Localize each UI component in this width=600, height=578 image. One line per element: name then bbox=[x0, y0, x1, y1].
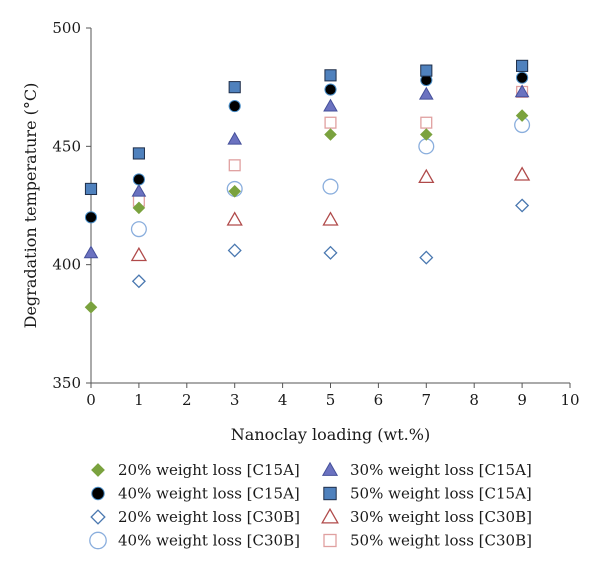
y-tick-label: 500 bbox=[52, 19, 81, 37]
data-point-series-3 bbox=[84, 211, 98, 224]
legend-marker bbox=[321, 461, 339, 476]
data-point-series-2 bbox=[418, 86, 434, 100]
legend-item: 40% weight loss [C30B] bbox=[89, 531, 300, 550]
data-point-series-6 bbox=[418, 168, 435, 184]
data-point-series-5 bbox=[227, 243, 242, 258]
legend-item: 30% weight loss [C30B] bbox=[321, 507, 532, 526]
legend-label: 20% weight loss [C15A] bbox=[118, 461, 300, 479]
data-point-series-6 bbox=[130, 246, 148, 262]
x-tick-label: 0 bbox=[86, 391, 96, 409]
x-tick-label: 1 bbox=[134, 391, 144, 409]
data-point-series-8 bbox=[420, 116, 433, 129]
x-tick-label: 4 bbox=[278, 391, 288, 409]
data-point-series-1 bbox=[228, 185, 241, 198]
data-point-series-4 bbox=[84, 182, 98, 196]
legend-marker bbox=[323, 533, 337, 548]
legend-item: 20% weight loss [C30B] bbox=[90, 508, 300, 526]
data-point-series-1 bbox=[324, 128, 337, 141]
x-tick-label: 2 bbox=[182, 391, 192, 409]
data-point-series-3 bbox=[132, 173, 145, 186]
data-point-series-6 bbox=[322, 211, 339, 226]
legend-item: 50% weight loss [C30B] bbox=[323, 532, 532, 550]
data-point-series-6 bbox=[226, 211, 243, 226]
x-tick-label: 3 bbox=[230, 391, 240, 409]
data-point-series-7 bbox=[418, 138, 435, 155]
legend-label: 30% weight loss [C15A] bbox=[350, 461, 532, 479]
data-point-series-3 bbox=[324, 83, 337, 96]
data-point-series-4 bbox=[516, 59, 529, 72]
data-point-series-3 bbox=[516, 71, 529, 84]
legend-label: 20% weight loss [C30B] bbox=[118, 508, 300, 526]
data-point-series-5 bbox=[515, 198, 530, 213]
tick-labels: 0 1 2 3 4 5 6 7 8 9 10 350 400 450 500 bbox=[52, 19, 579, 409]
legend-marker bbox=[321, 507, 339, 524]
data-point-series-4 bbox=[228, 81, 241, 94]
legend-label: 50% weight loss [C15A] bbox=[350, 485, 532, 503]
legend-marker bbox=[323, 486, 337, 501]
legend-marker bbox=[91, 486, 105, 501]
data-point-series-1 bbox=[420, 128, 433, 141]
x-tick-label: 9 bbox=[517, 391, 527, 409]
data-point-series-3 bbox=[228, 100, 241, 113]
x-tick-label: 6 bbox=[374, 391, 384, 409]
data-point-series-2 bbox=[514, 84, 530, 98]
legend-item: 20% weight loss [C15A] bbox=[91, 461, 300, 479]
legend-label: 40% weight loss [C15A] bbox=[118, 485, 300, 503]
legend-marker bbox=[89, 531, 107, 550]
data-point-series-2 bbox=[323, 98, 338, 112]
data-point-series-5 bbox=[131, 274, 146, 289]
legend-label: 30% weight loss [C30B] bbox=[350, 508, 532, 526]
x-axis-label: Nanoclay loading (wt.%) bbox=[231, 425, 430, 444]
x-tick-label: 5 bbox=[326, 391, 336, 409]
data-point-series-4 bbox=[132, 147, 145, 160]
y-axis-label: Degradation temperature (°C) bbox=[21, 83, 40, 329]
data-point-series-1 bbox=[84, 300, 98, 314]
data-point-series-1 bbox=[515, 109, 529, 122]
legend-label: 40% weight loss [C30B] bbox=[118, 532, 300, 550]
x-tick-label: 7 bbox=[422, 391, 432, 409]
data-point-series-7 bbox=[130, 221, 147, 238]
legend-label: 50% weight loss [C30B] bbox=[350, 532, 532, 550]
data-point-series-2 bbox=[83, 245, 99, 259]
axes bbox=[86, 27, 571, 388]
y-tick-label: 350 bbox=[52, 374, 81, 392]
data-point-series-2 bbox=[227, 131, 243, 145]
data-point-series-4 bbox=[420, 64, 433, 77]
legend: 20% weight loss [C15A] 30% weight loss [C… bbox=[89, 461, 532, 550]
data-point-series-4 bbox=[324, 69, 337, 82]
data-point-series-8 bbox=[324, 116, 337, 129]
legend-item: 40% weight loss [C15A] bbox=[91, 485, 300, 503]
data-point-series-6 bbox=[513, 166, 531, 181]
y-tick-label: 450 bbox=[52, 137, 81, 155]
x-tick-label: 8 bbox=[469, 391, 479, 409]
legend-item: 50% weight loss [C15A] bbox=[323, 485, 532, 503]
data-points bbox=[83, 59, 531, 314]
data-point-series-5 bbox=[419, 250, 434, 265]
legend-item: 30% weight loss [C15A] bbox=[321, 461, 532, 479]
x-tick-label: 10 bbox=[560, 391, 579, 409]
y-tick-label: 400 bbox=[52, 256, 81, 274]
data-point-series-5 bbox=[323, 245, 338, 260]
data-point-series-7 bbox=[322, 178, 339, 195]
data-point-series-2 bbox=[131, 183, 147, 197]
legend-marker bbox=[91, 463, 105, 477]
data-point-series-8 bbox=[228, 159, 241, 172]
legend-marker bbox=[90, 509, 106, 525]
data-point-series-1 bbox=[132, 201, 146, 215]
